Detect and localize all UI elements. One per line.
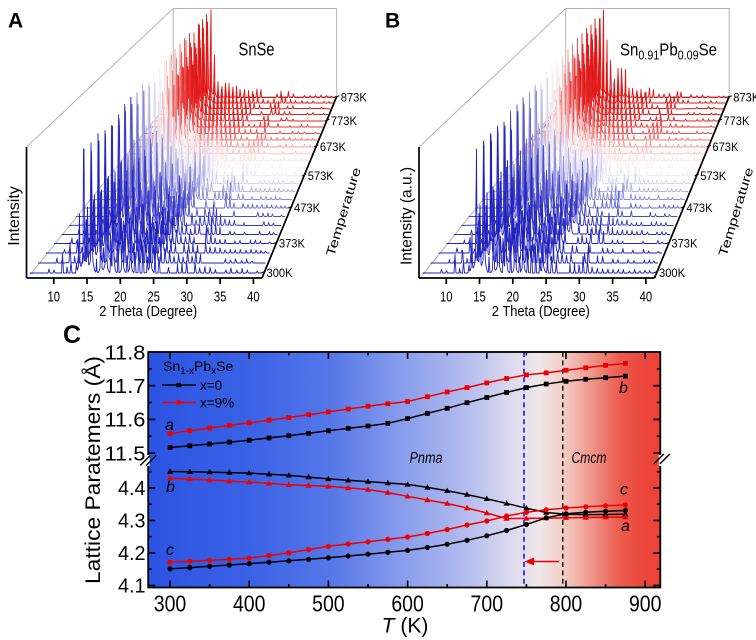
svg-text:400: 400: [233, 591, 266, 617]
svg-text:373K: 373K: [671, 239, 697, 251]
svg-text:4.2: 4.2: [118, 543, 146, 565]
svg-text:20: 20: [114, 289, 127, 306]
svg-text:500: 500: [312, 591, 345, 617]
svg-text:c: c: [166, 542, 174, 559]
svg-text:25: 25: [147, 289, 160, 306]
svg-text:700: 700: [471, 591, 504, 617]
svg-text:b: b: [619, 380, 628, 397]
svg-text:800: 800: [550, 591, 583, 617]
svg-text:10: 10: [440, 289, 453, 306]
svg-text:900: 900: [629, 591, 662, 617]
svg-text:773K: 773K: [723, 116, 749, 128]
svg-text:b: b: [166, 479, 175, 496]
svg-text:35: 35: [606, 289, 619, 306]
svg-text:300K: 300K: [659, 268, 685, 280]
svg-text:4.4: 4.4: [118, 478, 146, 500]
svg-text:40: 40: [247, 289, 260, 306]
svg-text:373K: 373K: [279, 239, 305, 251]
svg-text:11.8: 11.8: [105, 342, 146, 364]
svg-text:4.3: 4.3: [118, 511, 146, 533]
svg-text:11.5: 11.5: [105, 443, 146, 465]
svg-text:40: 40: [640, 289, 653, 306]
svg-text:600: 600: [391, 591, 424, 617]
svg-text:773K: 773K: [331, 116, 357, 128]
svg-text:573K: 573K: [700, 171, 726, 183]
svg-text:Intensity: Intensity: [6, 186, 23, 246]
svg-text:A: A: [8, 10, 23, 33]
svg-text:10: 10: [48, 289, 61, 306]
svg-text:873K: 873K: [341, 92, 367, 104]
svg-text:573K: 573K: [308, 171, 334, 183]
svg-text:473K: 473K: [687, 203, 713, 215]
svg-text:2 Theta (Degree): 2 Theta (Degree): [492, 303, 590, 320]
svg-text:Lattice Paratemers (Å): Lattice Paratemers (Å): [81, 356, 105, 584]
svg-text:11.6: 11.6: [105, 410, 146, 432]
svg-text:20: 20: [507, 289, 520, 306]
svg-text:a: a: [621, 518, 630, 535]
svg-text:473K: 473K: [294, 203, 320, 215]
svg-text:673K: 673K: [320, 142, 346, 154]
svg-text:c: c: [620, 482, 628, 499]
svg-text:Sn0.91Pb0.09Se: Sn0.91Pb0.09Se: [620, 40, 717, 62]
svg-text:C: C: [63, 321, 81, 349]
svg-text:SnSe: SnSe: [239, 40, 275, 60]
svg-text:T (K): T (K): [382, 615, 429, 638]
svg-text:30: 30: [573, 289, 586, 306]
svg-text:Intensity (a.u.): Intensity (a.u.): [399, 167, 416, 265]
svg-text:B: B: [385, 10, 400, 33]
svg-text:30: 30: [181, 289, 194, 306]
svg-text:15: 15: [473, 289, 486, 306]
svg-text:25: 25: [540, 289, 553, 306]
svg-text:300: 300: [154, 591, 187, 617]
svg-text:15: 15: [81, 289, 94, 306]
svg-text:a: a: [165, 417, 174, 434]
svg-text:2 Theta (Degree): 2 Theta (Degree): [99, 303, 197, 320]
svg-text:x=9%: x=9%: [200, 396, 234, 411]
svg-text:673K: 673K: [712, 142, 738, 154]
svg-text:300K: 300K: [267, 268, 293, 280]
svg-text:4.1: 4.1: [118, 576, 146, 598]
svg-text:Pnma: Pnma: [410, 450, 443, 467]
svg-text:11.7: 11.7: [105, 376, 146, 398]
svg-text:35: 35: [214, 289, 227, 306]
svg-text:873K: 873K: [733, 92, 756, 104]
svg-text:x=0: x=0: [200, 378, 222, 393]
svg-text:Cmcm: Cmcm: [572, 450, 607, 467]
